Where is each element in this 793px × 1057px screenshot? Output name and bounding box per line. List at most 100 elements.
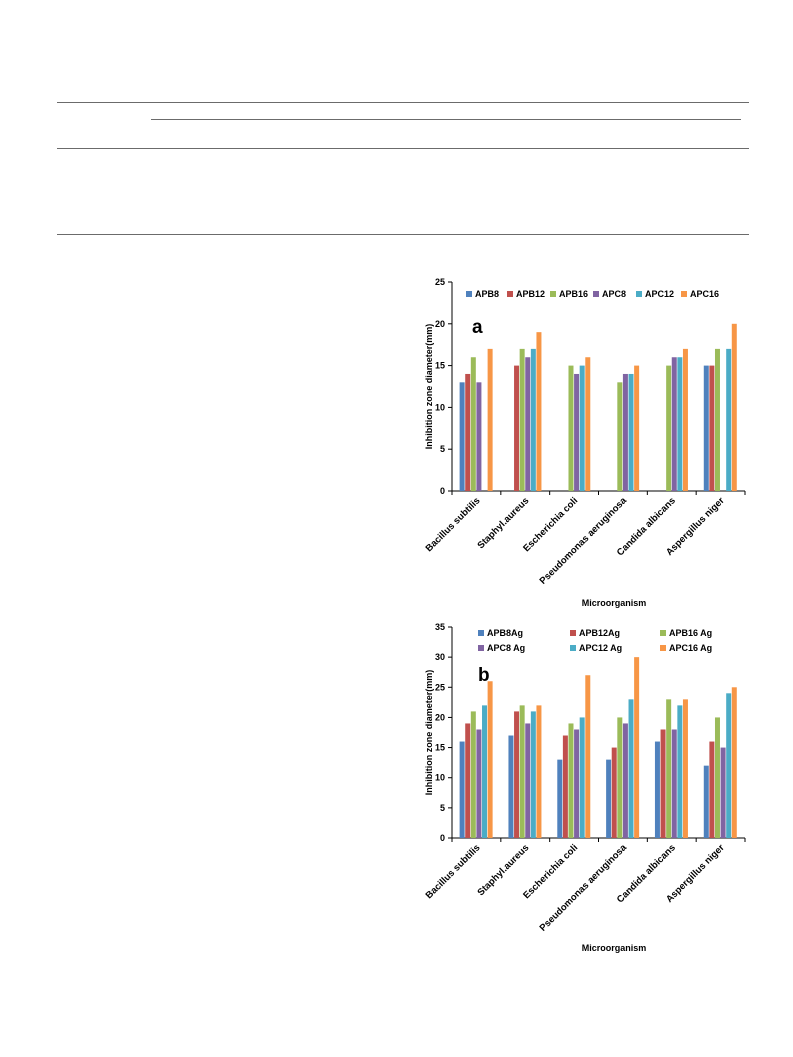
bar [459, 741, 465, 838]
bar [536, 332, 542, 491]
category-label: Bacillus subtilis [424, 495, 483, 554]
bar [536, 705, 542, 838]
table-header-subrule [151, 119, 741, 120]
panel-label: a [472, 317, 483, 338]
chart-b: 0 5 10 15 20 25 30 35 Bacillus subtilisStaphyl.a… [424, 622, 746, 953]
bar [525, 357, 531, 491]
bar [568, 723, 574, 838]
y-axis-title: Inhibition zone diameter(mm) [424, 670, 434, 796]
bar [709, 741, 715, 838]
y-tick-label: 25 [435, 682, 445, 692]
bar [622, 723, 628, 838]
bar [585, 357, 591, 491]
legend-swatch [681, 291, 687, 297]
bar [622, 373, 628, 491]
bar [617, 717, 623, 838]
bar [470, 711, 476, 838]
legend-label: APB16 [559, 289, 588, 299]
bar [731, 323, 737, 491]
bar [682, 348, 688, 491]
bar [557, 759, 563, 838]
bar [682, 699, 688, 838]
bar [519, 705, 525, 838]
legend-swatch [660, 645, 666, 651]
panel-label: b [478, 665, 490, 686]
bar [617, 382, 623, 491]
legend-swatch [636, 291, 642, 297]
bar [579, 365, 585, 491]
category-label: Staphyl.aureus [475, 495, 531, 551]
legend-swatch [466, 291, 472, 297]
bar [677, 705, 683, 838]
y-tick-label: 5 [440, 803, 445, 813]
legend-swatch [478, 645, 484, 651]
bar [574, 373, 580, 491]
category-label: Pseudomonas aeruginosa [538, 842, 630, 934]
bar [606, 759, 612, 838]
legend-swatch [478, 630, 484, 636]
bar [628, 373, 634, 491]
category-label: Staphyl.aureus [475, 842, 531, 898]
table-header-bottom-rule [57, 148, 749, 149]
legend-label: APB8Ag [487, 628, 523, 638]
bar [530, 348, 536, 491]
y-tick-label: 20 [435, 712, 445, 722]
legend-label: APC12 Ag [579, 643, 622, 653]
bar [714, 717, 720, 838]
bar [525, 723, 531, 838]
legend-label: APB16 Ag [669, 628, 712, 638]
bar [530, 711, 536, 838]
bar [654, 741, 660, 838]
y-tick-label: 10 [435, 773, 445, 783]
bar [487, 681, 493, 838]
y-tick-label: 15 [435, 743, 445, 753]
table-top-rule [57, 102, 749, 103]
legend-label: APB12 [516, 289, 545, 299]
bar [660, 729, 666, 838]
y-tick-label: 0 [440, 486, 445, 496]
chart-a: 0 5 10 15 20 25 Bacillus subtilisStaphyl.aureu… [424, 277, 746, 608]
bar [634, 365, 640, 491]
bar [470, 357, 476, 491]
bar [628, 699, 634, 838]
x-axis-title: Microorganism [582, 598, 647, 608]
y-tick-label: 35 [435, 622, 445, 632]
bar [666, 699, 672, 838]
bar [476, 729, 482, 838]
bar [562, 735, 568, 838]
bar [514, 365, 520, 491]
bar [634, 657, 640, 838]
legend-swatch [550, 291, 556, 297]
bar [476, 382, 482, 491]
bar [611, 747, 617, 838]
bar [519, 348, 525, 491]
bar [579, 717, 585, 838]
bar [514, 711, 520, 838]
bar [666, 365, 672, 491]
y-tick-label: 10 [435, 402, 445, 412]
bar [671, 357, 677, 491]
bar [714, 348, 720, 491]
y-tick-label: 0 [440, 833, 445, 843]
category-label: Pseudomonas aeruginosa [538, 495, 630, 587]
x-axis-title: Microorganism [582, 943, 647, 953]
bar [726, 693, 732, 838]
bar [720, 747, 726, 838]
bar [574, 729, 580, 838]
legend-label: APC8 [602, 289, 626, 299]
bar [568, 365, 574, 491]
bar [731, 687, 737, 838]
bar [465, 723, 471, 838]
bar [671, 729, 677, 838]
table-bottom-rule [57, 234, 749, 235]
y-tick-label: 5 [440, 444, 445, 454]
bar [703, 365, 709, 491]
bar [677, 357, 683, 491]
legend-label: APC8 Ag [487, 643, 525, 653]
category-label: Bacillus subtilis [424, 842, 483, 901]
legend-label: APB12Ag [579, 628, 620, 638]
bar [459, 382, 465, 491]
bar [508, 735, 514, 838]
bar [585, 675, 591, 838]
